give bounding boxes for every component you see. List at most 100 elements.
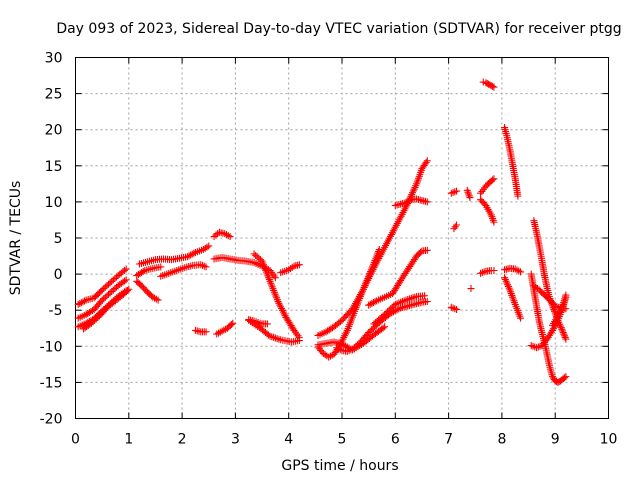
data-point bbox=[517, 268, 525, 276]
data-point bbox=[226, 233, 234, 241]
data-point bbox=[561, 374, 569, 382]
y-tick-label: -20 bbox=[40, 412, 63, 428]
data-point bbox=[366, 300, 374, 308]
data-point bbox=[382, 309, 390, 317]
data-point bbox=[387, 305, 395, 313]
data-point bbox=[271, 334, 279, 342]
data-point bbox=[412, 182, 420, 190]
data-point bbox=[423, 157, 431, 165]
y-tick-label: 5 bbox=[54, 231, 63, 247]
y-tick-label: 10 bbox=[45, 195, 63, 211]
data-point bbox=[349, 305, 357, 313]
data-point bbox=[355, 339, 363, 347]
chart-title: Day 093 of 2023, Sidereal Day-to-day VTE… bbox=[56, 21, 621, 37]
series-arc-ag bbox=[551, 373, 570, 386]
series-arc-q bbox=[365, 246, 431, 309]
data-point bbox=[276, 301, 284, 309]
series-arc-a bbox=[135, 242, 213, 268]
data-point bbox=[393, 306, 401, 314]
y-tick-label: 30 bbox=[45, 51, 63, 67]
data-point bbox=[513, 266, 521, 274]
data-point bbox=[489, 82, 497, 90]
data-point bbox=[273, 335, 281, 343]
data-point bbox=[111, 274, 119, 282]
data-point bbox=[449, 189, 457, 197]
data-point bbox=[422, 158, 430, 166]
data-point bbox=[121, 277, 129, 285]
data-point bbox=[529, 342, 537, 350]
series-arc-g bbox=[210, 228, 234, 241]
data-point bbox=[79, 298, 87, 306]
data-point bbox=[365, 329, 373, 337]
y-tick-label: 15 bbox=[45, 159, 63, 175]
data-point bbox=[511, 265, 519, 273]
data-point bbox=[270, 333, 278, 341]
data-point bbox=[534, 343, 542, 351]
data-point bbox=[295, 337, 303, 345]
data-point bbox=[108, 277, 116, 285]
data-point bbox=[333, 344, 341, 352]
series-arc-aa bbox=[477, 266, 498, 277]
data-point bbox=[404, 198, 412, 206]
data-point bbox=[263, 320, 271, 328]
data-point bbox=[365, 301, 373, 309]
data-point bbox=[212, 231, 220, 239]
data-point bbox=[122, 265, 130, 273]
data-point bbox=[122, 276, 130, 284]
data-point bbox=[139, 268, 147, 276]
series-arc-e bbox=[191, 326, 210, 336]
data-point bbox=[105, 280, 113, 288]
y-tick-label: 20 bbox=[45, 123, 63, 139]
data-point bbox=[187, 251, 195, 259]
data-point bbox=[123, 287, 131, 295]
data-point bbox=[351, 301, 359, 309]
data-point bbox=[406, 295, 414, 303]
data-point bbox=[404, 295, 412, 303]
series-arc-t bbox=[447, 187, 461, 197]
data-point bbox=[423, 298, 431, 306]
data-point bbox=[562, 291, 570, 299]
series-arc-ak bbox=[549, 291, 570, 329]
data-point bbox=[203, 243, 211, 251]
data-point bbox=[530, 282, 538, 290]
data-point bbox=[410, 256, 418, 264]
data-point bbox=[271, 274, 279, 282]
data-point bbox=[218, 327, 226, 335]
x-tick-label: 3 bbox=[231, 432, 240, 448]
series-arc-l bbox=[245, 316, 271, 328]
series-arc-v bbox=[447, 303, 461, 313]
data-point bbox=[188, 250, 196, 258]
data-point bbox=[81, 297, 89, 305]
data-point bbox=[106, 289, 114, 297]
data-point bbox=[406, 197, 414, 205]
data-point bbox=[224, 232, 232, 240]
data-point bbox=[410, 185, 418, 193]
data-point bbox=[100, 295, 108, 303]
data-point bbox=[447, 189, 455, 197]
data-point bbox=[395, 305, 403, 313]
data-point bbox=[190, 249, 198, 257]
data-point bbox=[199, 261, 207, 269]
data-point bbox=[391, 300, 399, 308]
data-point bbox=[391, 307, 399, 315]
data-point bbox=[358, 287, 366, 295]
data-point bbox=[342, 330, 350, 338]
data-point bbox=[480, 268, 488, 276]
data-point bbox=[355, 292, 363, 300]
data-point bbox=[325, 353, 333, 361]
data-point bbox=[453, 305, 461, 313]
series-arc-early-2 bbox=[74, 276, 130, 322]
data-point bbox=[490, 83, 498, 91]
series-arc-b bbox=[133, 263, 165, 280]
data-point bbox=[557, 322, 565, 330]
data-point bbox=[421, 292, 429, 300]
data-point bbox=[551, 302, 559, 310]
data-point bbox=[402, 199, 410, 207]
data-point bbox=[199, 246, 207, 254]
data-point bbox=[451, 188, 459, 196]
x-tick-label: 6 bbox=[391, 432, 400, 448]
data-point bbox=[407, 261, 415, 269]
series-arc-u bbox=[450, 221, 461, 233]
data-point bbox=[216, 328, 224, 336]
data-point bbox=[349, 345, 357, 353]
